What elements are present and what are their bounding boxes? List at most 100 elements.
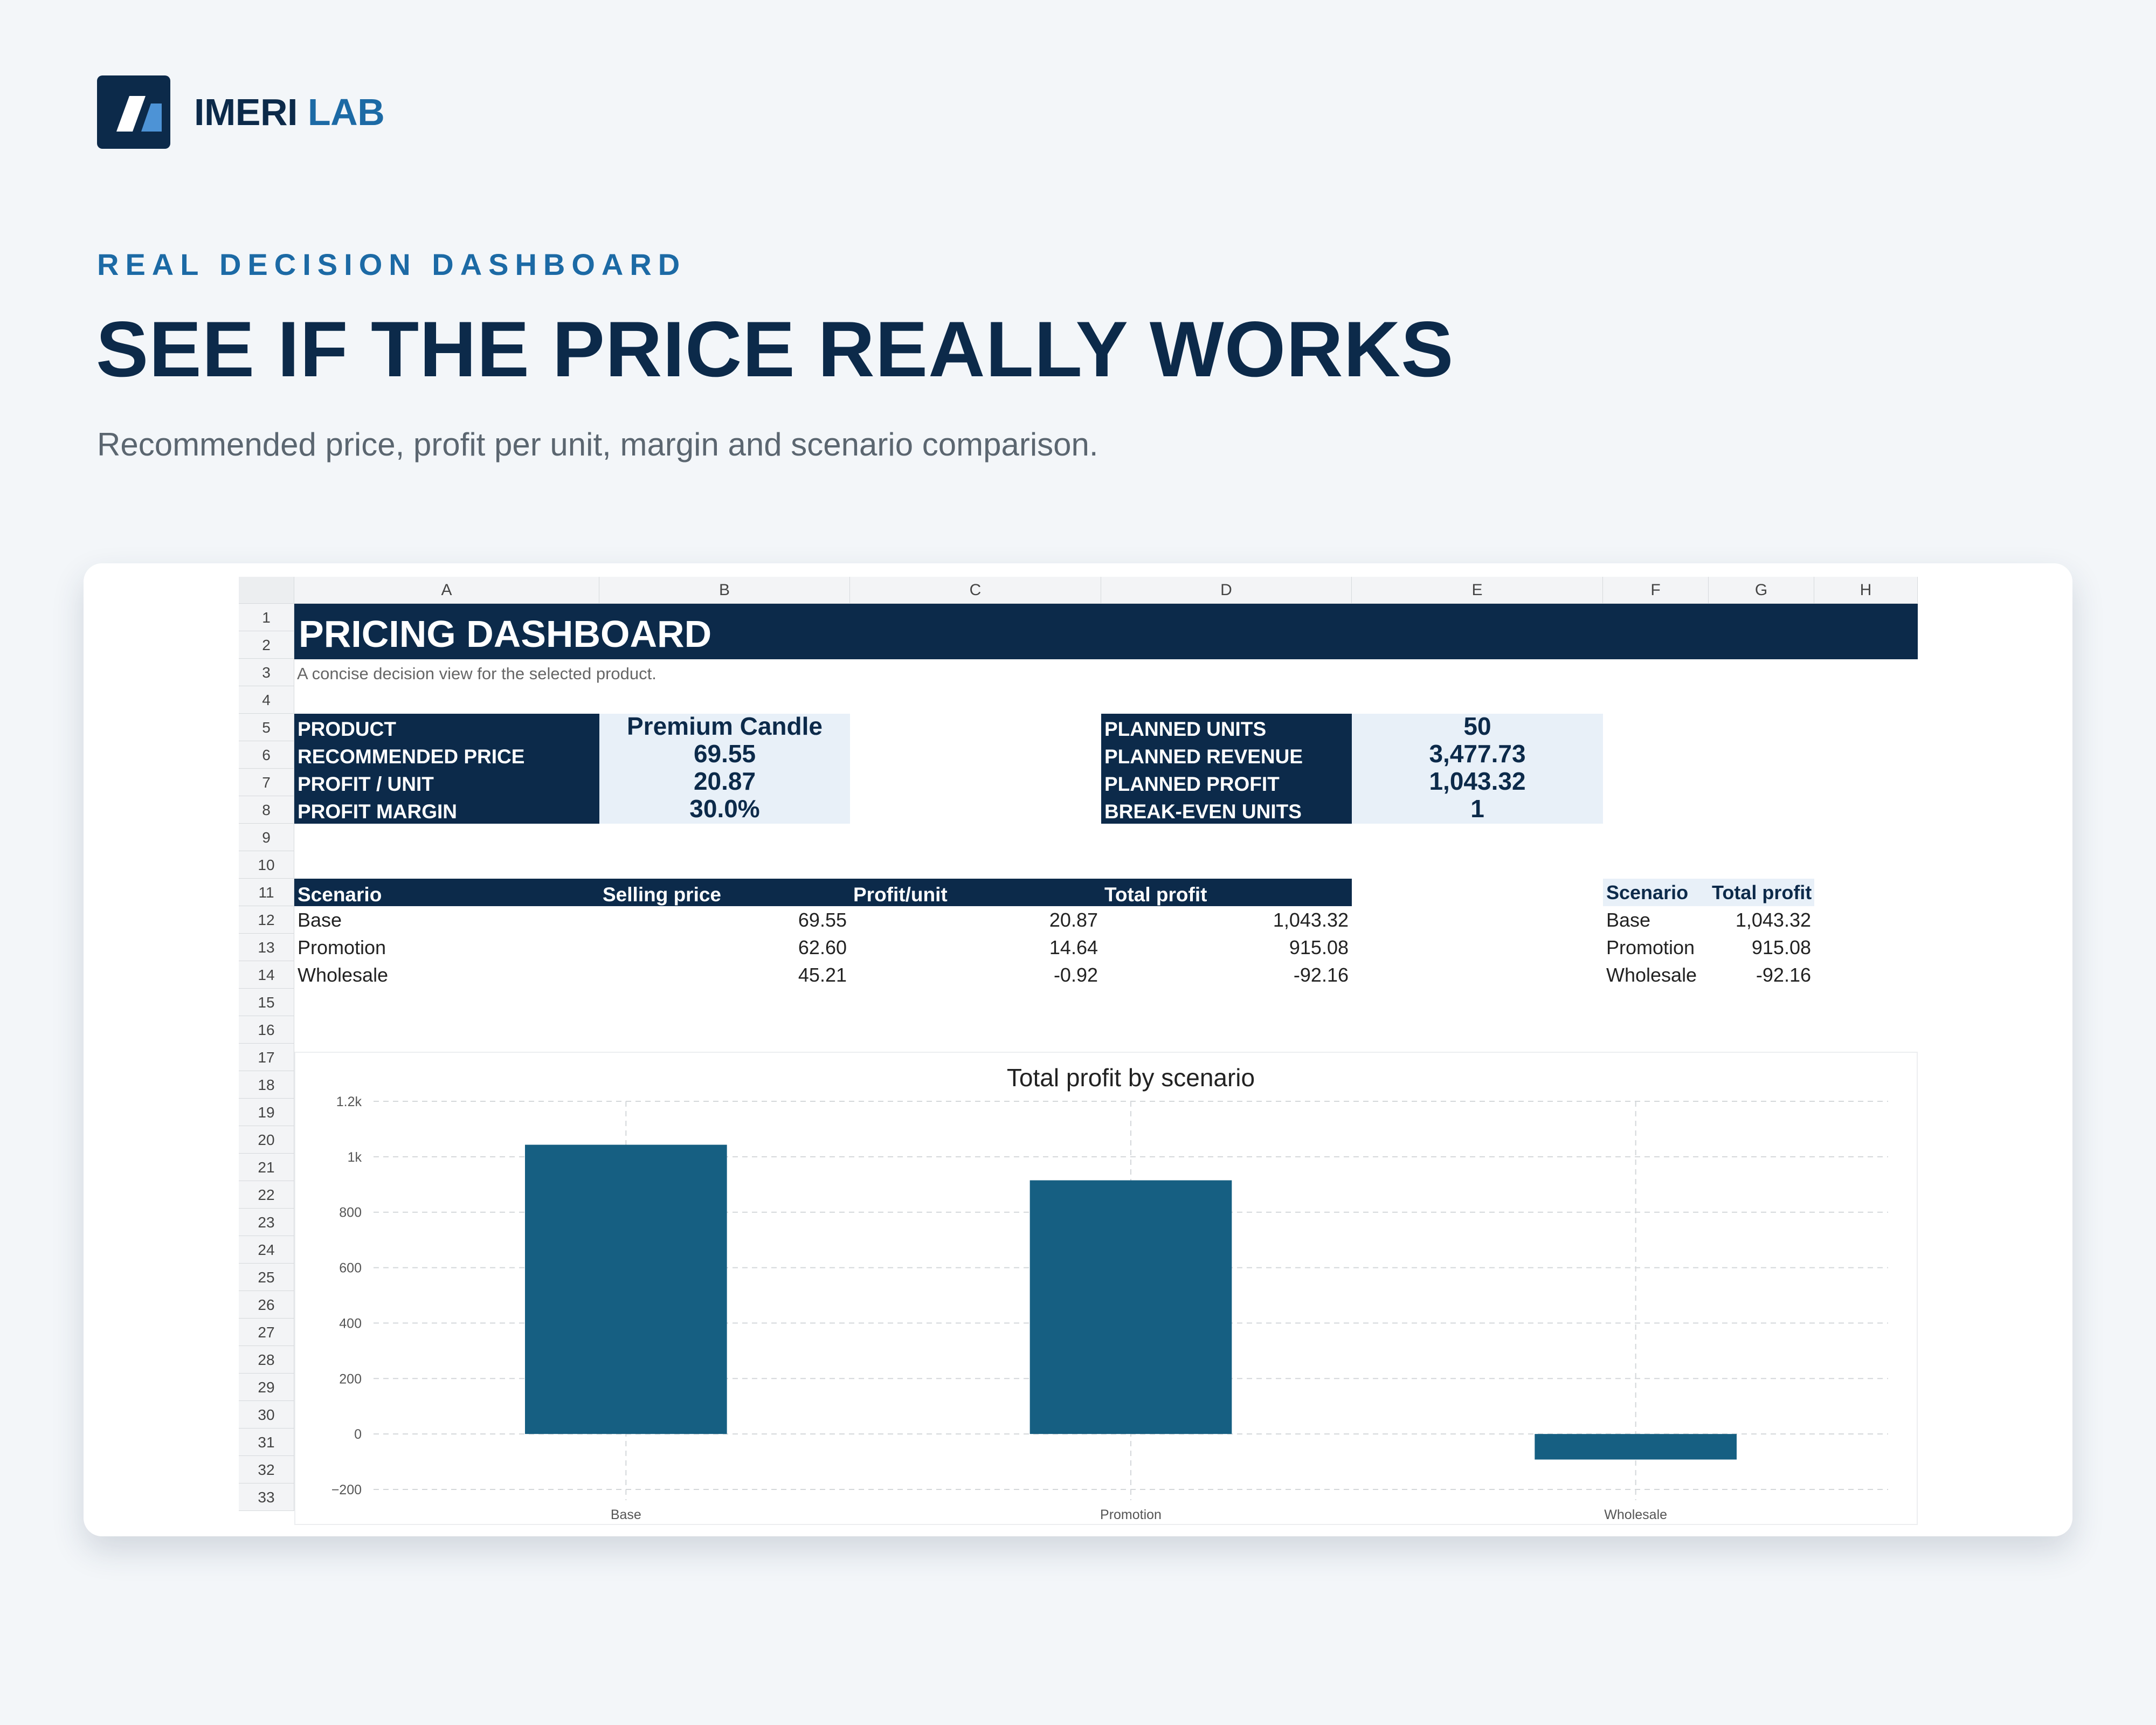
row-header[interactable]: 30 [239,1401,294,1429]
mini-cell-scenario[interactable]: Promotion [1606,936,1695,958]
row-header[interactable]: 12 [239,906,294,934]
y-tick-label: 1.2k [336,1094,362,1109]
row-header[interactable]: 17 [239,1044,294,1071]
scenario-table-header-selling-price[interactable]: Selling price [599,879,850,906]
kpi-value-planned-profit[interactable]: 1,043.32 [1352,769,1603,796]
kpi-value-profit-margin[interactable]: 30.0% [599,796,850,824]
scenario-cell-total[interactable]: -92.16 [1293,964,1349,986]
brand-name: IMERI LAB [194,91,385,134]
column-header-h[interactable]: H [1814,577,1918,604]
kpi-label-profit-margin[interactable]: PROFIT MARGIN [294,796,599,824]
mini-cell-scenario[interactable]: Base [1606,909,1651,931]
row-header[interactable]: 29 [239,1374,294,1401]
column-header-f[interactable]: F [1603,577,1709,604]
row-header[interactable]: 24 [239,1236,294,1264]
scenario-cell-price[interactable]: 62.60 [798,936,847,958]
x-tick-label: Wholesale [1604,1507,1667,1522]
row-header[interactable]: 21 [239,1154,294,1181]
sheet-title[interactable]: PRICING DASHBOARD [294,604,1918,659]
row-header[interactable]: 14 [239,961,294,989]
scenario-cell-name[interactable]: Promotion [298,936,386,958]
page-subtitle: Recommended price, profit per unit, marg… [97,426,1098,463]
row-header[interactable]: 3 [239,659,294,686]
row-header[interactable]: 7 [239,769,294,796]
column-header-g[interactable]: G [1709,577,1814,604]
kpi-label-planned-revenue[interactable]: PLANNED REVENUE [1101,741,1352,769]
scenario-table-header-scenario[interactable]: Scenario [294,879,599,906]
scenario-cell-profit-unit[interactable]: 20.87 [1049,909,1098,931]
scenario-cell-price[interactable]: 45.21 [798,964,847,986]
row-header[interactable]: 31 [239,1429,294,1456]
row-header[interactable]: 5 [239,714,294,741]
kpi-value-profit-unit[interactable]: 20.87 [599,769,850,796]
row-header[interactable]: 16 [239,1016,294,1044]
row-header[interactable]: 26 [239,1291,294,1319]
y-tick-label: 200 [339,1371,362,1386]
kpi-value-planned-revenue[interactable]: 3,477.73 [1352,741,1603,769]
scenario-table-header-profit-unit[interactable]: Profit/unit [850,879,1101,906]
profit-chart[interactable]: Total profit by scenario −200 0 200 400 600 80… [294,1052,1918,1525]
row-header[interactable]: 18 [239,1071,294,1099]
row-header[interactable]: 22 [239,1181,294,1209]
kpi-label-planned-units[interactable]: PLANNED UNITS [1101,714,1352,741]
scenario-cell-name[interactable]: Wholesale [298,964,389,986]
brand: IMERI LAB [97,75,385,149]
scenario-cell-total[interactable]: 1,043.32 [1273,909,1349,931]
scenario-cell-profit-unit[interactable]: 14.64 [1049,936,1098,958]
row-header[interactable]: 33 [239,1484,294,1511]
mini-cell-total[interactable]: 1,043.32 [1735,909,1811,931]
kpi-label-break-even-units[interactable]: BREAK-EVEN UNITS [1101,796,1352,824]
kpi-label-product[interactable]: PRODUCT [294,714,599,741]
kpi-value-break-even-units[interactable]: 1 [1352,796,1603,824]
y-tick-label: 600 [339,1261,362,1276]
mini-table-header-scenario[interactable]: Scenario [1603,879,1709,906]
sheet-subtitle[interactable]: A concise decision view for the selected… [297,664,657,683]
row-header[interactable]: 19 [239,1099,294,1126]
row-header[interactable]: 28 [239,1346,294,1374]
scenario-cell-total[interactable]: 915.08 [1289,936,1349,958]
row-header[interactable]: 10 [239,851,294,879]
x-tick-label: Promotion [1100,1507,1162,1522]
row-header[interactable]: 1 [239,604,294,631]
row-header[interactable]: 27 [239,1319,294,1346]
row-header[interactable]: 9 [239,824,294,851]
scenario-cell-price[interactable]: 69.55 [798,909,847,931]
mini-cell-scenario[interactable]: Wholesale [1606,964,1697,986]
mini-cell-total[interactable]: 915.08 [1751,936,1811,958]
row-header[interactable]: 6 [239,741,294,769]
row-header[interactable]: 4 [239,686,294,714]
y-tick-label: 400 [339,1316,362,1331]
kpi-value-recommended-price[interactable]: 69.55 [599,741,850,769]
kpi-value-product[interactable]: Premium Candle [599,714,850,741]
row-header[interactable]: 15 [239,989,294,1016]
row-header[interactable]: 13 [239,934,294,961]
mini-cell-total[interactable]: -92.16 [1756,964,1811,986]
row-header[interactable]: 23 [239,1209,294,1236]
select-all-corner[interactable] [239,577,294,604]
kpi-label-recommended-price[interactable]: RECOMMENDED PRICE [294,741,599,769]
row-header[interactable]: 32 [239,1456,294,1484]
eyebrow: REAL DECISION DASHBOARD [97,247,687,281]
column-header-c[interactable]: C [850,577,1101,604]
row-header[interactable]: 25 [239,1264,294,1291]
kpi-label-planned-profit[interactable]: PLANNED PROFIT [1101,769,1352,796]
y-tick-label: −200 [331,1482,362,1498]
y-tick-label: 800 [339,1205,362,1220]
row-header[interactable]: 8 [239,796,294,824]
column-header-e[interactable]: E [1352,577,1603,604]
scenario-table-header-total-profit[interactable]: Total profit [1101,879,1352,906]
column-header-a[interactable]: A [294,577,599,604]
mini-table-header-total-profit[interactable]: Total profit [1709,879,1814,906]
scenario-cell-profit-unit[interactable]: -0.92 [1053,964,1098,986]
column-header-d[interactable]: D [1101,577,1352,604]
row-header[interactable]: 2 [239,631,294,659]
kpi-label-profit-unit[interactable]: PROFIT / UNIT [294,769,599,796]
scenario-cell-name[interactable]: Base [298,909,342,931]
spreadsheet: A B C D E F G H 1 2 3 4 5 6 7 8 9 10 11 … [239,577,1918,1526]
row-header[interactable]: 11 [239,879,294,906]
row-header[interactable]: 20 [239,1126,294,1154]
profit-chart-svg: Total profit by scenario −200 0 200 400 600 80… [331,1064,1888,1522]
kpi-value-planned-units[interactable]: 50 [1352,714,1603,741]
column-header-b[interactable]: B [599,577,850,604]
brand-name-part1: IMERI [194,91,298,133]
